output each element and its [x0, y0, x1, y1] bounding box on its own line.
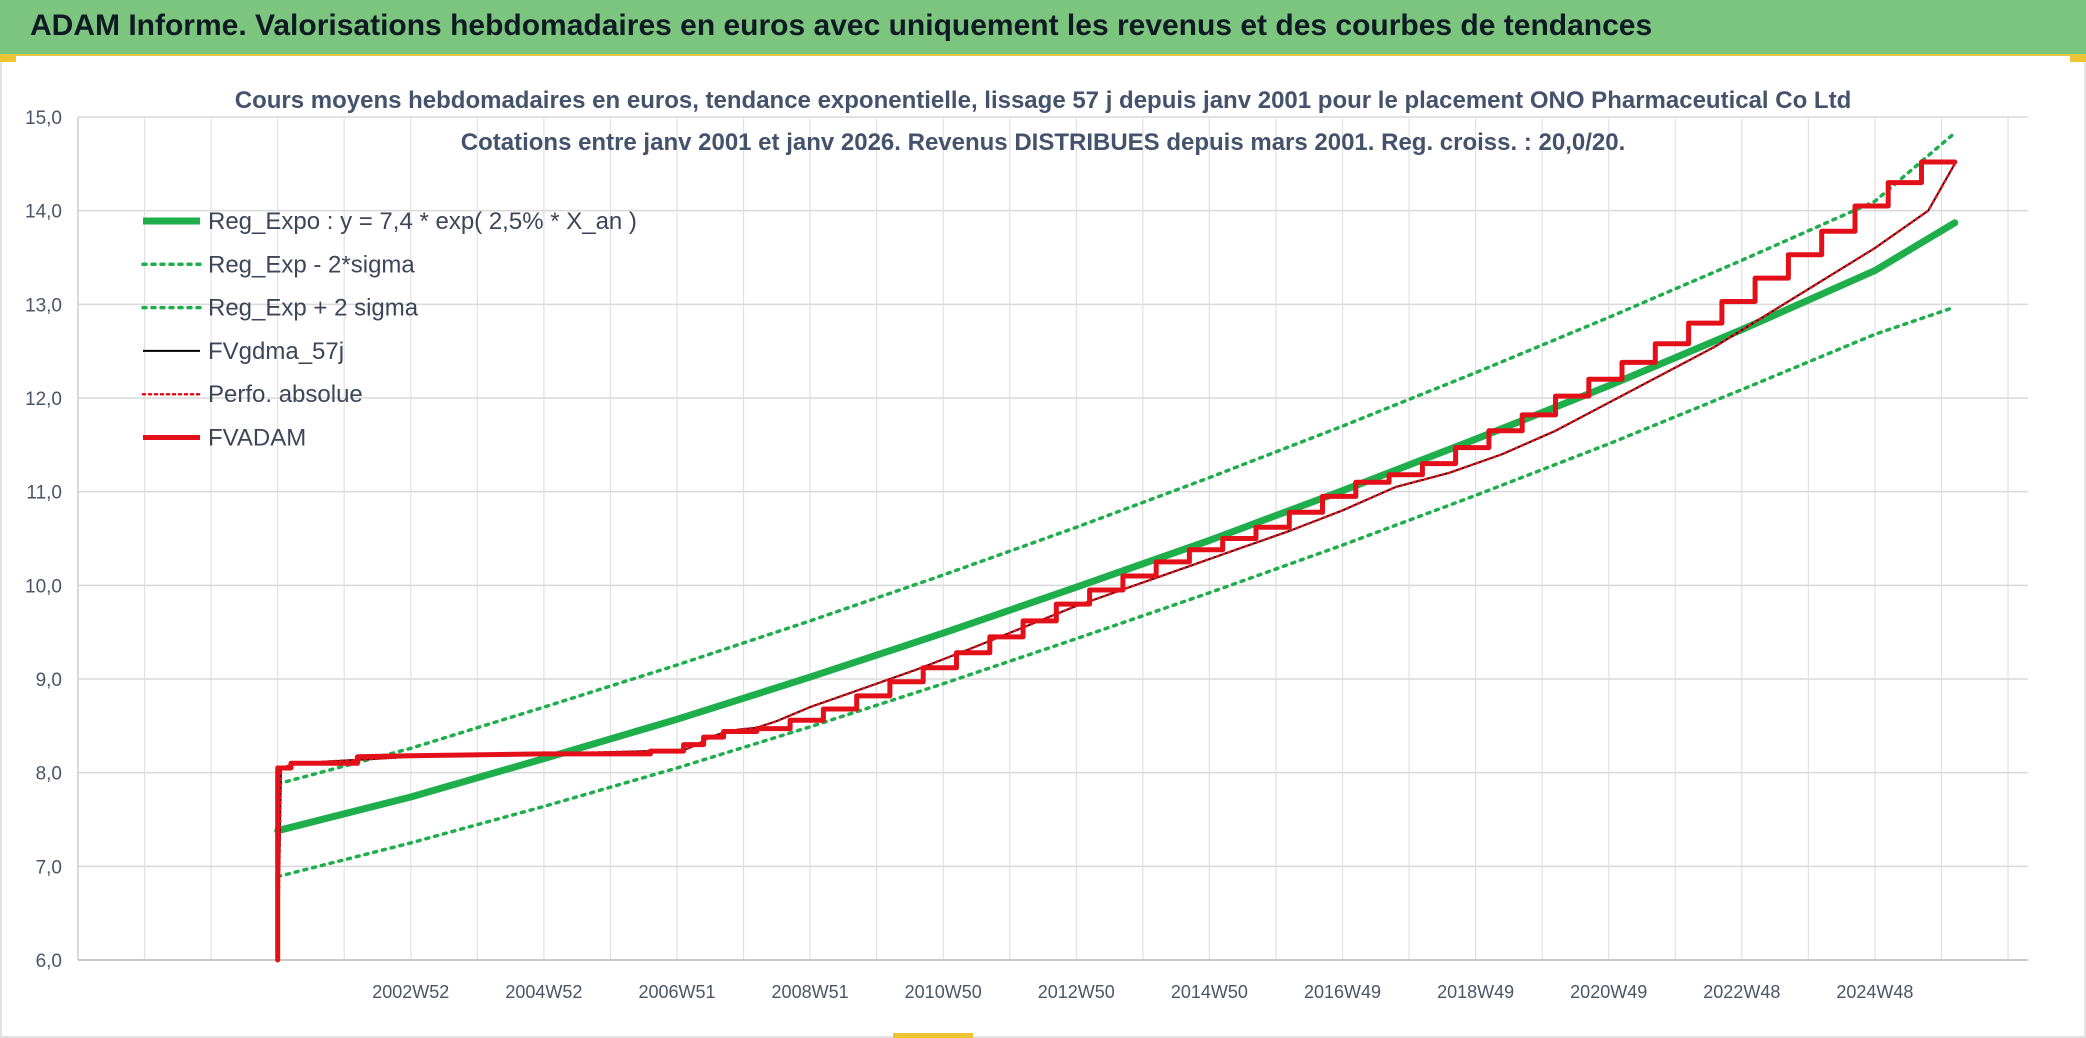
y-tick-label: 13,0 — [25, 295, 62, 316]
axes: 6,0 7,0 8,0 9,0 10,0 11,0 12,0 13,0 14,0 15,0 2002… — [25, 108, 2028, 1002]
x-tick-label: 2016W49 — [1304, 982, 1381, 1002]
x-tick-label: 2020W49 — [1570, 982, 1647, 1002]
legend-label-1: Reg_Exp - 2*sigma — [208, 251, 415, 278]
series-line-5 — [275, 159, 1958, 963]
series-line-2 — [275, 131, 1957, 786]
corner-mark-top-right — [2070, 56, 2086, 62]
corner-mark-top-left — [0, 56, 16, 62]
x-tick-label: 2018W49 — [1437, 982, 1514, 1002]
header-banner: ADAM Informe. Valorisations hebdomadaire… — [0, 0, 2086, 56]
x-tick-label: 2022W48 — [1703, 982, 1780, 1002]
x-tick-label: 2010W50 — [905, 982, 982, 1002]
x-tick-label: 2008W51 — [772, 982, 849, 1002]
x-tick-label: 2004W52 — [505, 982, 582, 1002]
legend-label-3: FVgdma_57j — [208, 338, 344, 365]
x-tick-label: 2024W48 — [1836, 982, 1913, 1002]
page-title: ADAM Informe. Valorisations hebdomadaire… — [30, 9, 1653, 42]
series-line-0 — [274, 219, 1959, 835]
chart-subtitle: Cotations entre janv 2001 et janv 2026. … — [461, 129, 1626, 156]
y-tick-label: 14,0 — [25, 202, 62, 223]
y-tick-label: 6,0 — [36, 951, 62, 972]
y-tick-label: 9,0 — [36, 670, 62, 691]
y-tick-label: 7,0 — [36, 857, 62, 878]
x-tick-label: 2014W50 — [1171, 982, 1248, 1002]
y-tick-label: 12,0 — [25, 389, 62, 410]
series-lines — [274, 131, 1959, 963]
legend-label-2: Reg_Exp + 2 sigma — [208, 295, 419, 322]
legend-label-4: Perfo. absolue — [208, 381, 363, 408]
grid — [77, 116, 2028, 961]
legend-label-5: FVADAM — [208, 425, 306, 452]
y-tick-label: 15,0 — [25, 108, 62, 129]
series-line-1 — [275, 305, 1957, 879]
y-tick-label: 8,0 — [36, 764, 62, 785]
chart-frame — [0, 56, 2086, 1038]
chart-title: Cours moyens hebdomadaires en euros, ten… — [235, 87, 1852, 114]
legend-label-0: Reg_Expo : y = 7,4 * exp( 2,5% * X_an ) — [208, 208, 637, 235]
y-tick-label: 11,0 — [26, 483, 62, 504]
series-line-4 — [276, 162, 1957, 962]
x-tick-label: 2006W51 — [638, 982, 715, 1002]
x-tick-label: 2012W50 — [1038, 982, 1115, 1002]
x-tick-label: 2002W52 — [372, 982, 449, 1002]
corner-mark-bottom-center — [893, 1033, 973, 1038]
series-line-3 — [276, 162, 1956, 961]
y-tick-label: 10,0 — [25, 576, 62, 597]
legend: Reg_Expo : y = 7,4 * exp( 2,5% * X_an ) R… — [141, 208, 637, 452]
